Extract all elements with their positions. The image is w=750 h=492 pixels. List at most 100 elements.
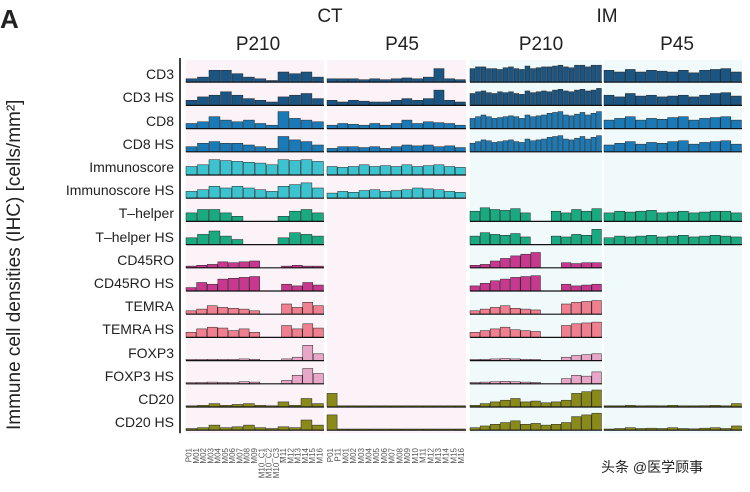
bar-r2-p3-8 — [688, 119, 700, 129]
panel-bg-3 — [604, 60, 742, 434]
bar-r8-p0-6 — [249, 260, 260, 269]
row-label-2: CD8 — [145, 112, 174, 129]
bar-r5-p1-10 — [433, 189, 445, 199]
bar-r7-p3-11 — [720, 235, 732, 245]
bar-r5-p1-12 — [455, 192, 466, 199]
bar-r3-p2-8 — [513, 141, 520, 153]
bar-r3-p3-12 — [731, 143, 742, 153]
bar-r14-p0-10 — [300, 398, 313, 408]
bar-r7-p2-8 — [550, 235, 562, 245]
bar-r0-p3-6 — [667, 71, 678, 83]
bar-r5-p0-5 — [243, 187, 255, 199]
bar-r6-p2-10 — [571, 209, 582, 222]
bar-r7-p2-4 — [510, 233, 521, 245]
cohort-im-p210: P210 — [518, 34, 564, 55]
bar-r3-p0-4 — [231, 143, 244, 153]
bar-r4-p1-9 — [422, 165, 434, 176]
bar-r1-p2-15 — [552, 89, 558, 106]
bar-r0-p0-10 — [300, 71, 313, 83]
cohort-ct-p210: P210 — [235, 34, 281, 55]
bar-r3-p1-11 — [444, 145, 455, 153]
bar-r1-p2-10 — [524, 90, 531, 106]
x-tick-14: M12 — [286, 447, 295, 463]
bar-r11-p0-10 — [291, 328, 303, 338]
bar-r2-p3-10 — [709, 117, 721, 129]
bar-r1-p3-8 — [688, 96, 700, 106]
bar-r2-p0-0 — [185, 123, 198, 129]
bar-r1-p0-3 — [220, 91, 232, 106]
bar-r0-p2-2 — [480, 66, 487, 83]
bar-r11-p2-4 — [510, 329, 521, 338]
bar-r2-p0-11 — [312, 121, 324, 129]
x-tick-4: M04 — [214, 447, 223, 463]
bar-r6-p3-11 — [720, 210, 732, 222]
bar-r2-p2-20 — [579, 112, 586, 129]
bar-r8-p2-9 — [561, 262, 572, 269]
bar-r3-p3-3 — [635, 143, 647, 153]
x-tick-17: M15 — [308, 447, 317, 463]
bar-r2-p0-3 — [220, 119, 232, 129]
bar-r7-p3-9 — [699, 235, 710, 245]
bar-r0-p0-5 — [243, 76, 255, 83]
bar-r2-p3-1 — [614, 118, 625, 129]
panel-letter: A — [0, 4, 19, 34]
bar-r7-p0-8 — [277, 237, 290, 245]
bar-r3-p3-6 — [667, 141, 678, 153]
bar-r3-p3-1 — [614, 143, 625, 153]
bar-r5-p1-5 — [380, 191, 391, 199]
bar-r1-p0-9 — [289, 94, 301, 106]
bar-r3-p2-5 — [497, 141, 503, 153]
bar-r1-p3-5 — [656, 96, 668, 106]
row-label-4: Immunoscore — [89, 159, 174, 175]
bar-r1-p3-3 — [635, 95, 647, 106]
bar-r10-p2-10 — [571, 302, 582, 315]
row-label-9: CD45RO HS — [93, 275, 174, 291]
bar-r3-p2-15 — [552, 136, 558, 153]
bar-r13-p2-9 — [561, 378, 572, 385]
bar-r1-p1-7 — [401, 98, 413, 106]
bar-r2-p3-6 — [667, 117, 678, 129]
bar-r4-p1-7 — [401, 164, 413, 176]
bar-r8-p2-3 — [500, 258, 511, 269]
bar-r4-p0-8 — [277, 159, 290, 176]
x-tick-25: M05 — [372, 447, 381, 463]
bar-r0-p3-5 — [656, 70, 668, 83]
bar-r7-p0-4 — [231, 239, 244, 245]
bar-r8-p2-6 — [530, 252, 541, 269]
bar-r2-p1-8 — [412, 123, 423, 129]
bar-r4-p0-0 — [185, 166, 198, 176]
bar-r15-p2-3 — [500, 422, 511, 431]
bar-r9-p2-12 — [591, 283, 602, 292]
bar-r2-p2-14 — [546, 113, 553, 129]
bar-r9-p2-11 — [581, 284, 592, 292]
bar-r2-p2-10 — [524, 114, 531, 129]
bar-r1-p2-11 — [530, 92, 536, 106]
bar-r2-p2-15 — [552, 112, 558, 129]
panel-bg-1 — [327, 60, 466, 434]
row-label-7: T–helper HS — [95, 228, 174, 245]
bar-r4-p1-5 — [380, 165, 391, 176]
bar-r1-p0-2 — [208, 94, 221, 106]
bar-r5-p1-7 — [401, 189, 413, 199]
bar-r3-p2-9 — [519, 142, 525, 153]
bar-r4-p0-5 — [243, 162, 255, 176]
bar-r1-p3-9 — [699, 94, 710, 106]
bar-r15-p0-5 — [243, 424, 255, 431]
bar-r7-p3-6 — [667, 235, 678, 245]
bar-r5-p1-9 — [422, 188, 434, 199]
bar-r3-p0-5 — [243, 144, 255, 153]
bar-r0-p1-7 — [401, 77, 413, 83]
bar-r12-p2-12 — [591, 353, 602, 361]
bar-r10-p2-1 — [479, 308, 490, 315]
bar-r5-p1-1 — [337, 191, 349, 199]
bar-r4-p1-3 — [358, 164, 370, 176]
bar-r3-p2-0 — [469, 143, 476, 153]
bar-r7-p3-5 — [656, 236, 668, 245]
bar-r3-p2-14 — [546, 137, 553, 153]
x-tick-21: M01 — [341, 447, 350, 463]
bar-r3-p2-10 — [524, 138, 531, 153]
bar-r0-p3-12 — [731, 71, 742, 83]
bar-r11-p0-0 — [185, 332, 197, 338]
bar-r12-p0-12 — [313, 353, 324, 361]
bar-r0-p2-1 — [475, 66, 481, 83]
